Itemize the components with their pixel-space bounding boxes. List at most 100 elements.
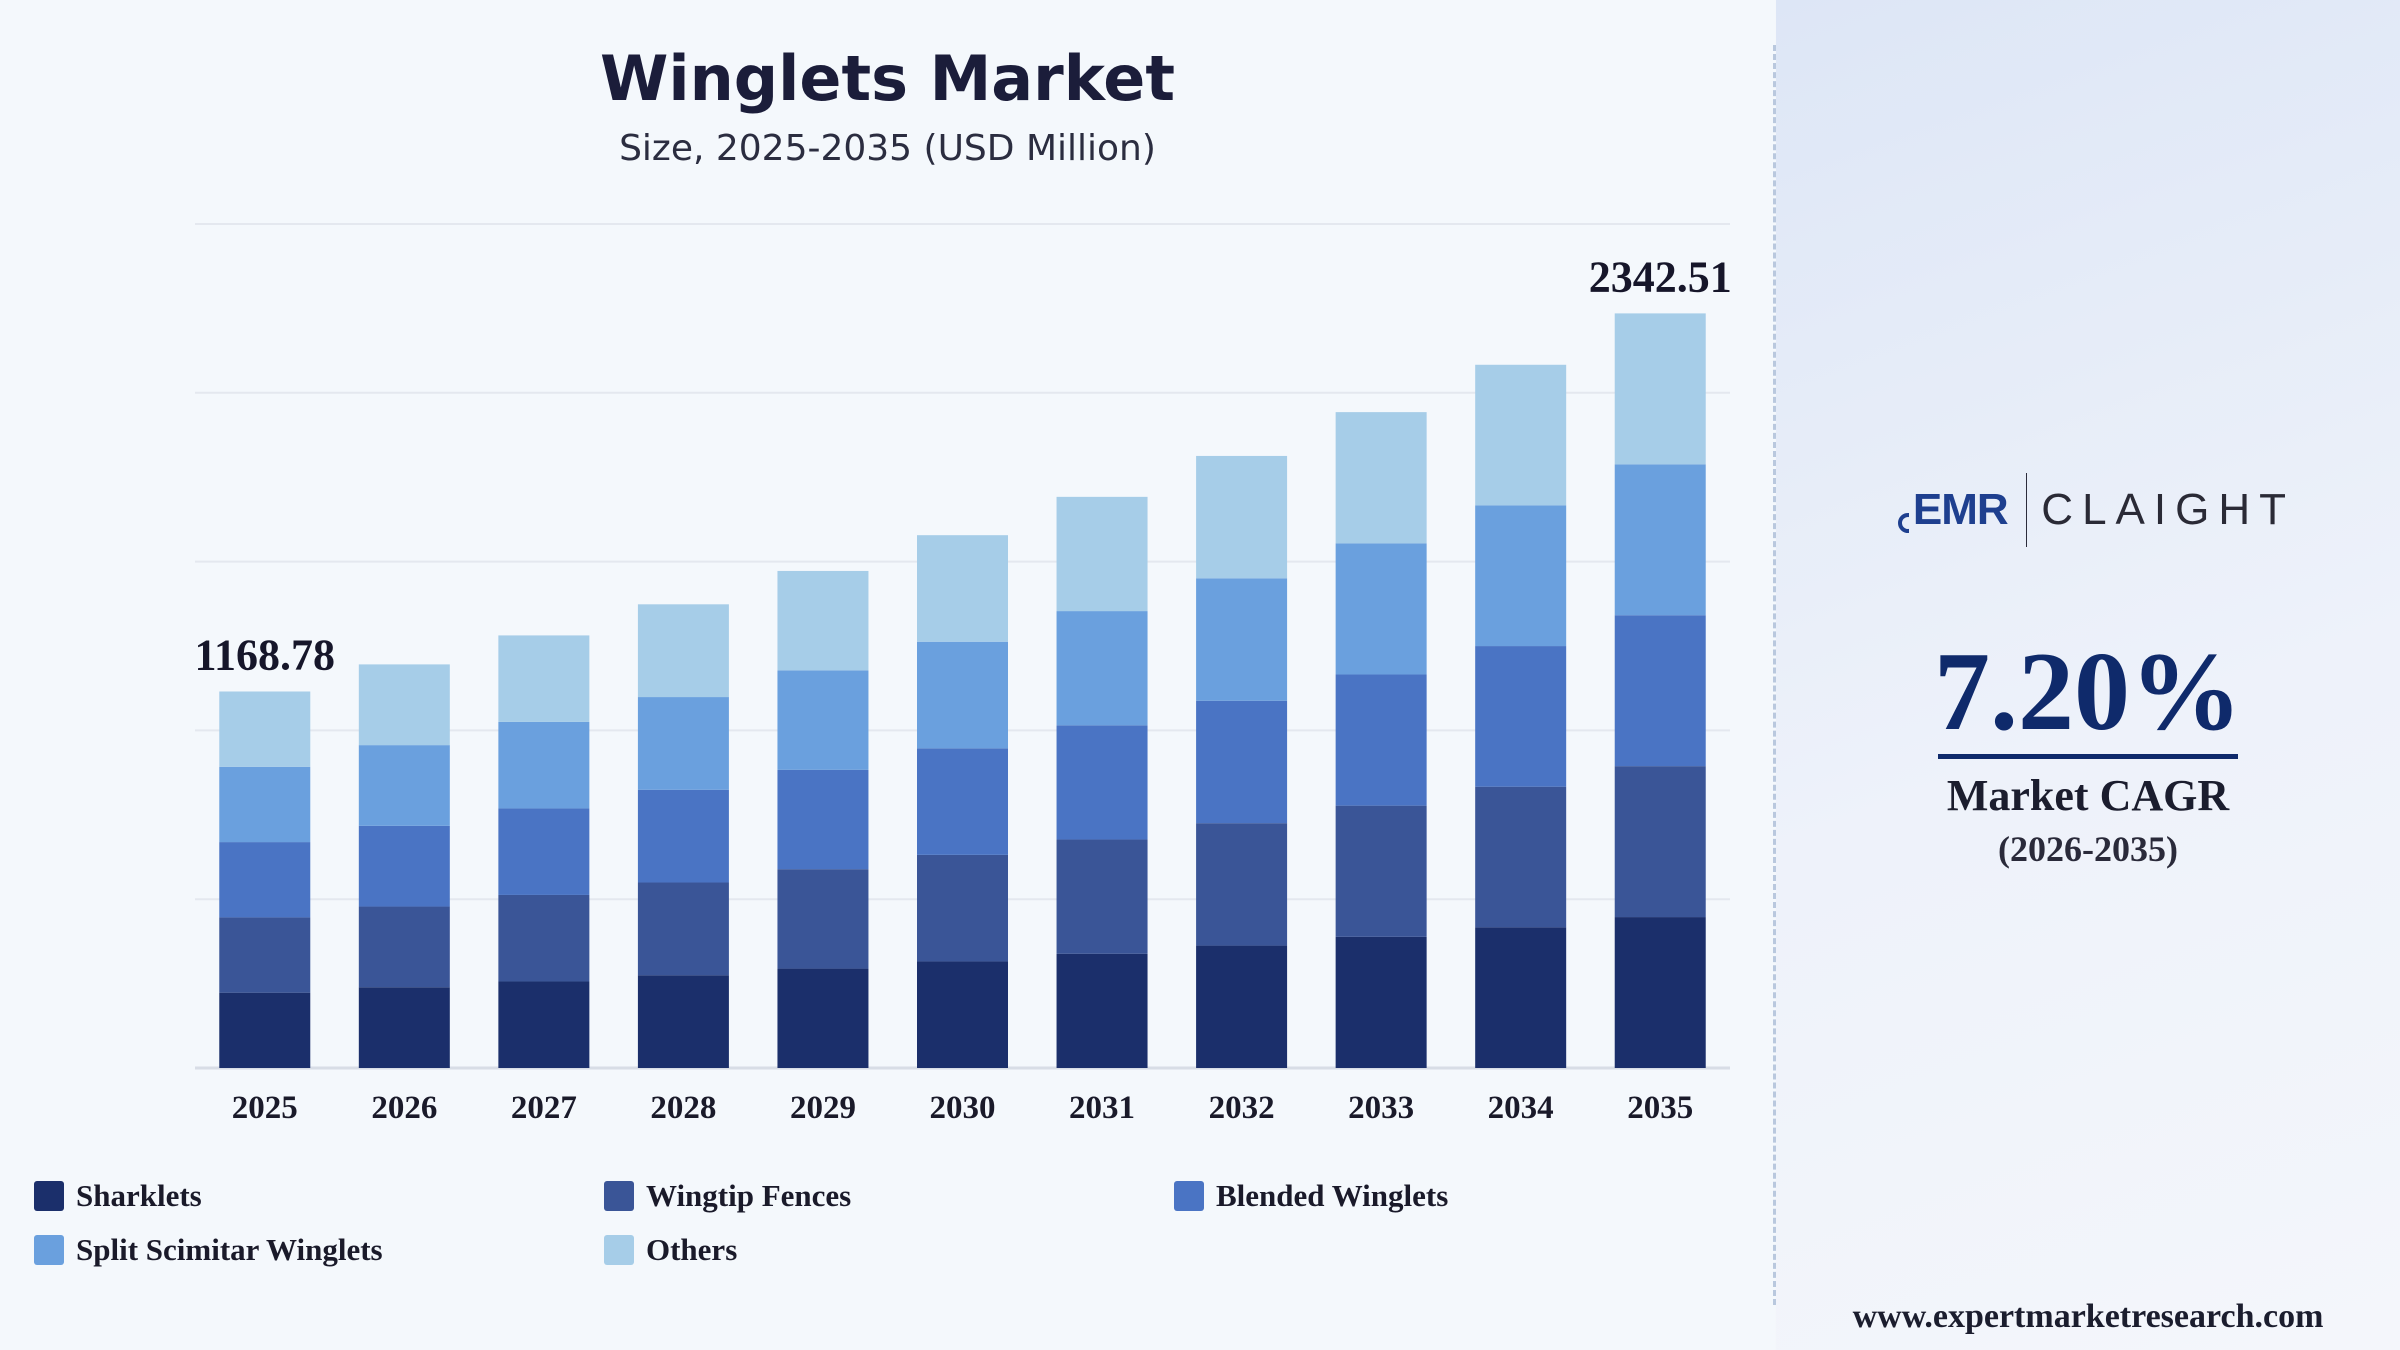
bar-segment-sharklets-2032 xyxy=(1196,945,1288,1068)
data-label-2035: 2342.51 xyxy=(1589,252,1732,301)
bar-segment-sharklets-2031 xyxy=(1056,953,1148,1068)
website-url[interactable]: www.expertmarketresearch.com xyxy=(1852,1298,2324,1335)
bar-segment-others-2027 xyxy=(498,635,590,722)
bar-segment-blended-winglets-2025 xyxy=(219,842,311,918)
bar-segment-split-scimitar-winglets-2029 xyxy=(777,670,869,770)
bar-segment-others-2033 xyxy=(1335,412,1427,544)
bar-segment-sharklets-2033 xyxy=(1335,936,1427,1068)
x-tick-label: 2027 xyxy=(511,1090,577,1126)
x-tick-label: 2031 xyxy=(1069,1090,1135,1126)
bar-segment-split-scimitar-winglets-2026 xyxy=(358,745,450,826)
x-axis-ticks: 2025 2026 2027 2028 2029 2030 2031 2032 2033 2034… xyxy=(232,1090,1693,1126)
bar-segment-blended-winglets-2031 xyxy=(1056,725,1148,840)
bar-segment-blended-winglets-2026 xyxy=(358,825,450,907)
cagr-value: 7.20% xyxy=(1934,630,2242,754)
side-panel xyxy=(1776,0,2400,1350)
x-tick-label: 2030 xyxy=(930,1090,996,1126)
brand-separator xyxy=(2025,473,2028,547)
bar-segment-blended-winglets-2029 xyxy=(777,769,869,870)
bar-segment-others-2031 xyxy=(1056,496,1148,612)
bar-segment-wingtip-fences-2033 xyxy=(1335,805,1427,937)
legend-swatch xyxy=(34,1181,64,1211)
bar-segment-split-scimitar-winglets-2035 xyxy=(1614,464,1706,616)
bar-segment-blended-winglets-2030 xyxy=(917,748,1008,855)
chart-title: Winglets Market xyxy=(600,42,1175,115)
bar-segment-others-2029 xyxy=(777,570,869,671)
bar-segment-split-scimitar-winglets-2033 xyxy=(1335,543,1427,675)
chart-subtitle: Size, 2025-2035 (USD Million) xyxy=(619,128,1156,169)
bar-segment-split-scimitar-winglets-2028 xyxy=(637,697,729,790)
legend-swatch xyxy=(604,1235,634,1265)
bar-segment-sharklets-2028 xyxy=(637,975,729,1068)
bar-segment-blended-winglets-2032 xyxy=(1196,700,1288,824)
bar-segment-others-2035 xyxy=(1614,313,1706,465)
legend-label: Split Scimitar Winglets xyxy=(76,1232,383,1267)
x-tick-label: 2029 xyxy=(790,1090,856,1126)
brand-logo: EMR CLAIGHT xyxy=(1895,470,2295,550)
bar-segment-others-2030 xyxy=(917,535,1008,642)
legend: Sharklets Wingtip Fences Blended Winglets S… xyxy=(34,1178,1754,1267)
bar-segment-others-2032 xyxy=(1196,455,1288,579)
legend-swatch xyxy=(34,1235,64,1265)
legend-item-split-scimitar-winglets: Split Scimitar Winglets xyxy=(34,1232,604,1267)
bar-segment-blended-winglets-2035 xyxy=(1614,615,1706,767)
panel-divider xyxy=(1773,45,1776,1305)
bar-segment-wingtip-fences-2029 xyxy=(777,869,869,969)
legend-label: Blended Winglets xyxy=(1216,1178,1449,1213)
value-labels: 1168.78 2342.51 xyxy=(194,252,1731,679)
bar-segment-sharklets-2029 xyxy=(777,968,869,1068)
bar-segment-blended-winglets-2033 xyxy=(1335,674,1427,806)
legend-swatch xyxy=(604,1181,634,1211)
bar-segment-wingtip-fences-2028 xyxy=(637,882,729,976)
bar-segment-sharklets-2025 xyxy=(219,992,311,1068)
legend-label: Wingtip Fences xyxy=(646,1178,852,1213)
legend-item-others: Others xyxy=(604,1232,1174,1267)
legend-item-sharklets: Sharklets xyxy=(34,1178,604,1213)
bar-segment-wingtip-fences-2031 xyxy=(1056,839,1148,954)
bar-segment-others-2025 xyxy=(219,691,311,767)
x-tick-label: 2028 xyxy=(650,1090,716,1126)
legend-item-blended-winglets: Blended Winglets xyxy=(1174,1178,1744,1213)
x-tick-label: 2026 xyxy=(371,1090,437,1126)
bar-segment-sharklets-2030 xyxy=(917,961,1008,1068)
bar-segment-others-2028 xyxy=(637,604,729,698)
bar-segment-wingtip-fences-2035 xyxy=(1614,766,1706,918)
bar-segment-wingtip-fences-2025 xyxy=(219,917,311,993)
bar-segment-wingtip-fences-2032 xyxy=(1196,823,1288,946)
legend-item-wingtip-fences: Wingtip Fences xyxy=(604,1178,1174,1213)
x-tick-label: 2034 xyxy=(1488,1090,1554,1126)
brand-claight: CLAIGHT xyxy=(2041,485,2295,534)
cagr-period: (2026-2035) xyxy=(1998,829,2178,869)
bars xyxy=(219,313,1706,1068)
bar-segment-split-scimitar-winglets-2030 xyxy=(917,641,1008,749)
legend-label: Sharklets xyxy=(76,1178,202,1213)
x-tick-label: 2035 xyxy=(1627,1090,1693,1126)
x-tick-label: 2033 xyxy=(1348,1090,1414,1126)
legend-label: Others xyxy=(646,1232,738,1267)
bar-segment-others-2034 xyxy=(1475,364,1567,506)
x-tick-label: 2032 xyxy=(1209,1090,1275,1126)
bar-segment-others-2026 xyxy=(358,664,450,746)
legend-swatch xyxy=(1174,1181,1204,1211)
bar-segment-blended-winglets-2027 xyxy=(498,808,590,895)
x-tick-label: 2025 xyxy=(232,1090,298,1126)
cagr-label: Market CAGR xyxy=(1946,771,2230,820)
bar-segment-sharklets-2034 xyxy=(1475,927,1567,1068)
bar-segment-sharklets-2035 xyxy=(1614,917,1706,1068)
bar-segment-split-scimitar-winglets-2027 xyxy=(498,721,590,809)
cagr-underline xyxy=(1938,754,2238,759)
bar-segment-blended-winglets-2028 xyxy=(637,789,729,883)
brand-emr: EMR xyxy=(1912,485,2009,534)
bar-segment-split-scimitar-winglets-2032 xyxy=(1196,578,1288,701)
bar-segment-split-scimitar-winglets-2031 xyxy=(1056,611,1148,726)
bar-segment-wingtip-fences-2026 xyxy=(358,906,450,988)
bar-segment-split-scimitar-winglets-2025 xyxy=(219,766,311,843)
data-label-2025: 1168.78 xyxy=(194,630,335,679)
bar-segment-sharklets-2027 xyxy=(498,981,590,1068)
bar-segment-wingtip-fences-2034 xyxy=(1475,786,1567,928)
bar-segment-wingtip-fences-2030 xyxy=(917,854,1008,962)
brand-dot-icon xyxy=(1898,513,1909,533)
bar-segment-blended-winglets-2034 xyxy=(1475,646,1567,787)
bar-segment-sharklets-2026 xyxy=(358,987,450,1068)
